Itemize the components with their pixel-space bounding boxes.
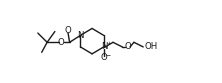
- Text: N: N: [101, 42, 108, 51]
- Text: +: +: [107, 41, 112, 46]
- Text: O: O: [100, 53, 107, 62]
- Text: O: O: [65, 26, 71, 35]
- Text: OH: OH: [145, 42, 158, 51]
- Text: −: −: [105, 52, 110, 57]
- Text: N: N: [77, 31, 84, 40]
- Text: O: O: [58, 38, 64, 47]
- Text: O: O: [124, 42, 131, 51]
